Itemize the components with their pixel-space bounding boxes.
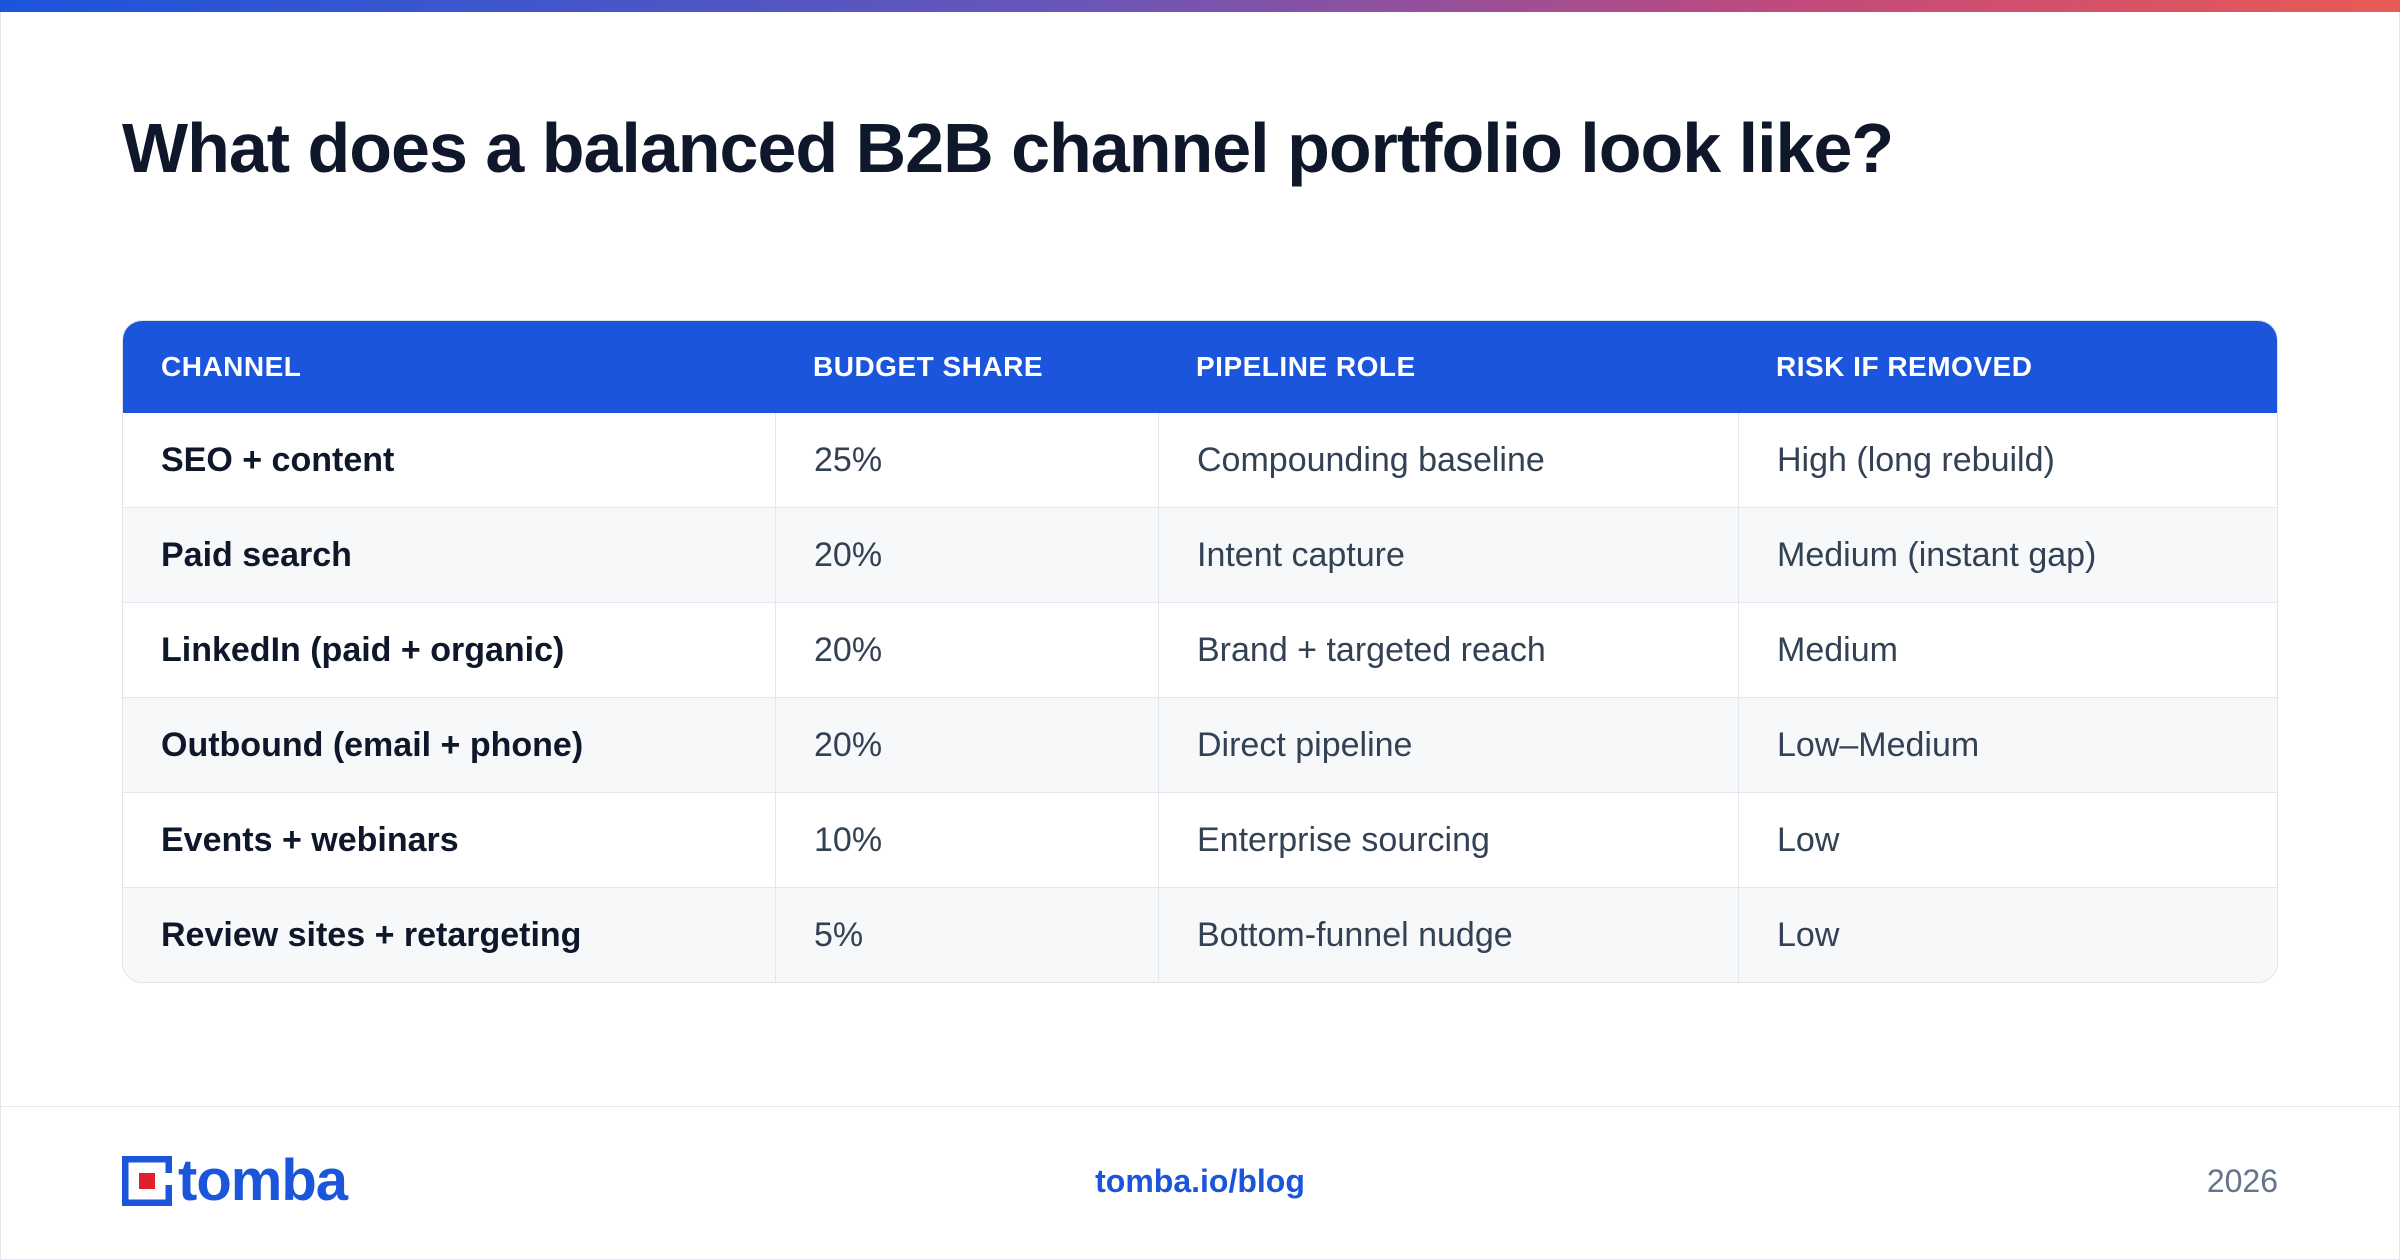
table-row: Events + webinars 10% Enterprise sourcin… — [123, 792, 2277, 887]
table-row: Paid search 20% Intent capture Medium (i… — [123, 507, 2277, 602]
cell-channel: Review sites + retargeting — [161, 915, 582, 954]
cell-risk: Medium (instant gap) — [1738, 508, 2277, 602]
cell-channel: Outbound (email + phone) — [161, 725, 584, 764]
cell-pipeline-role: Enterprise sourcing — [1158, 793, 1738, 887]
blog-link[interactable]: tomba.io/blog — [1095, 1163, 1305, 1199]
cell-risk: Medium — [1738, 603, 2277, 697]
cell-budget-share: 20% — [775, 698, 1158, 792]
cell-pipeline-role: Direct pipeline — [1158, 698, 1738, 792]
header-pipeline-role: PIPELINE ROLE — [1196, 351, 1416, 382]
cell-channel: Events + webinars — [161, 820, 459, 859]
header-channel: CHANNEL — [161, 351, 302, 382]
cell-budget-share: 5% — [775, 888, 1158, 982]
cell-risk: Low–Medium — [1738, 698, 2277, 792]
logo-wordmark: tomba — [178, 1148, 348, 1213]
table-row: Review sites + retargeting 5% Bottom-fun… — [123, 887, 2277, 982]
footer-divider — [0, 1106, 2400, 1107]
cell-budget-share: 25% — [775, 413, 1158, 507]
cell-channel: Paid search — [161, 535, 352, 574]
cell-channel: LinkedIn (paid + organic) — [161, 630, 565, 669]
header-risk-if-removed: RISK IF REMOVED — [1776, 351, 2033, 382]
cell-pipeline-role: Brand + targeted reach — [1158, 603, 1738, 697]
footer-year: 2026 — [2206, 1163, 2278, 1199]
header-budget-share: BUDGET SHARE — [813, 351, 1044, 382]
cell-pipeline-role: Intent capture — [1158, 508, 1738, 602]
cell-budget-share: 20% — [775, 508, 1158, 602]
tomba-logo[interactable]: tomba — [122, 1148, 348, 1213]
table-row: SEO + content 25% Compounding baseline H… — [123, 413, 2277, 507]
cell-budget-share: 10% — [775, 793, 1158, 887]
cell-risk: Low — [1738, 888, 2277, 982]
table-row: Outbound (email + phone) 20% Direct pipe… — [123, 697, 2277, 792]
table-body: SEO + content 25% Compounding baseline H… — [123, 413, 2277, 982]
top-gradient-bar — [0, 0, 2400, 12]
page-title: What does a balanced B2B channel portfol… — [122, 109, 1894, 187]
cell-risk: High (long rebuild) — [1738, 413, 2277, 507]
cell-pipeline-role: Compounding baseline — [1158, 413, 1738, 507]
cell-budget-share: 20% — [775, 603, 1158, 697]
table-row: LinkedIn (paid + organic) 20% Brand + ta… — [123, 602, 2277, 697]
cell-channel: SEO + content — [161, 440, 395, 479]
table-header: CHANNEL BUDGET SHARE PIPELINE ROLE RISK … — [123, 321, 2277, 413]
cell-risk: Low — [1738, 793, 2277, 887]
cell-pipeline-role: Bottom-funnel nudge — [1158, 888, 1738, 982]
channel-portfolio-table: CHANNEL BUDGET SHARE PIPELINE ROLE RISK … — [122, 320, 2278, 983]
tomba-logo-icon — [122, 1156, 172, 1206]
